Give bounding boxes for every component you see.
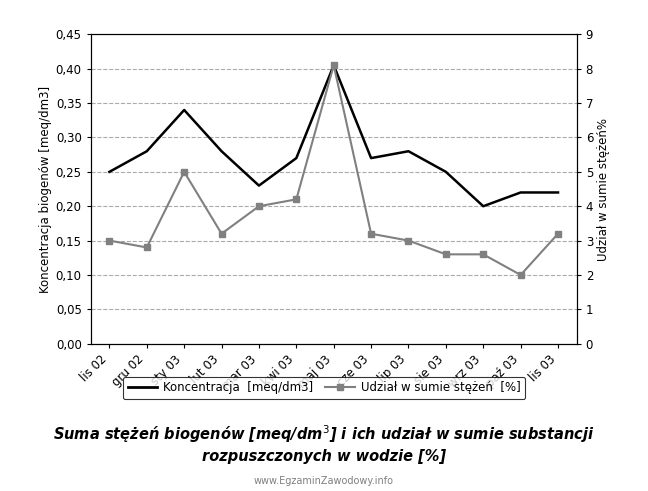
Text: rozpuszczonych w wodzie [%]: rozpuszczonych w wodzie [%]: [202, 449, 446, 464]
Y-axis label: Koncentracja biogenów [meq/dm3]: Koncentracja biogenów [meq/dm3]: [38, 85, 52, 293]
Text: Suma stężeń biogenów [meq/dm$^3$] i ich udział w sumie substancji: Suma stężeń biogenów [meq/dm$^3$] i ich …: [53, 424, 595, 445]
Y-axis label: Udział w sumie stężeń%: Udział w sumie stężeń%: [597, 117, 610, 261]
Legend: Koncentracja  [meq/dm3], Udział w sumie stężeń  [%]: Koncentracja [meq/dm3], Udział w sumie s…: [123, 377, 525, 399]
Text: www.EgzaminZawodowy.info: www.EgzaminZawodowy.info: [254, 476, 394, 486]
